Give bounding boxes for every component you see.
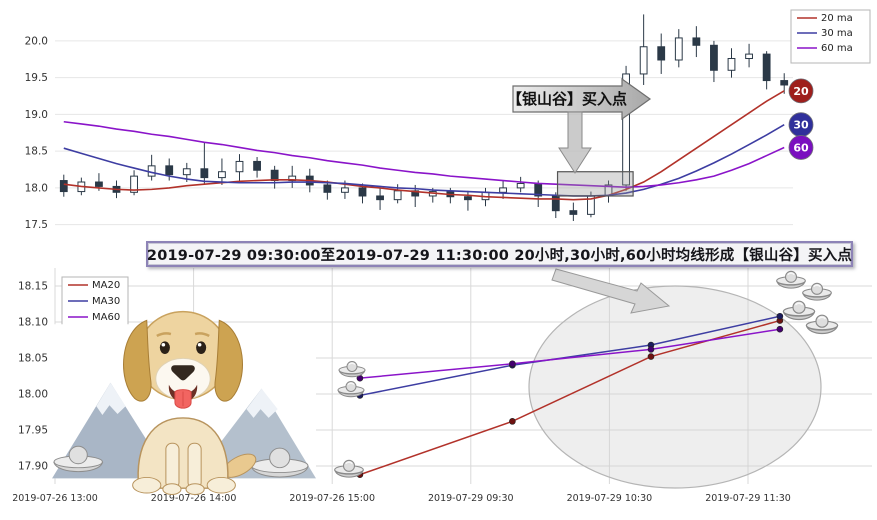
svg-text:20 ma: 20 ma [821,13,853,24]
ma-period-badges: 20 30 60 [788,78,814,160]
signal-caption-box: 2019-07-29 09:30:00至2019-07-29 11:30:00 … [146,241,853,267]
silver-ingot-icon [802,282,832,301]
top-chart-legend: 20 ma 30 ma 60 ma [790,9,871,64]
silver-ingot-icon [53,445,104,472]
svg-text:MA20: MA20 [92,280,120,291]
silver-ingot-icon [805,314,839,335]
bottom-MA30-line [359,315,781,397]
bottom-MA20-marker [647,353,655,360]
bottom-x-tick-label: 2019-07-29 11:30 [705,493,791,504]
convergence-highlight-ellipse [528,285,822,489]
top-chart-grid [55,40,793,226]
silver-ingot-icon [250,447,309,478]
bottom-y-tick-label: 17.90 [18,461,48,473]
bottom-x-tick-label: 2019-07-26 14:00 [151,493,237,504]
ma60-badge-label: 60 [793,141,809,154]
top-y-tick-label: 19.0 [25,109,48,121]
svg-text:MA30: MA30 [92,296,120,307]
buy-point-banner-label: 【银山谷】买入点 [507,90,627,108]
svg-text:MA60: MA60 [92,312,120,323]
top-20ma-line [63,90,785,201]
golden-retriever-illustration [123,310,257,495]
dog-mascot-image [48,310,316,495]
top-y-tick-label: 18.0 [25,182,48,194]
bottom-MA60-marker [776,325,784,333]
svg-text:60 ma: 60 ma [821,43,853,54]
silver-ingot-icon [782,300,816,321]
top-y-tick-label: 18.5 [25,146,48,158]
bottom-MA60-marker [647,346,655,353]
bottom-MA20-marker [509,418,516,425]
silver-ingot-icon [334,459,364,478]
top-30ma-line [63,123,785,197]
top-y-tick-label: 17.5 [25,219,48,231]
ma20-badge [788,78,814,104]
silver-ingot-icon [337,381,365,398]
bottom-MA60-marker [509,360,516,368]
ma30-badge-label: 30 [793,119,809,132]
ma20-badge-label: 20 [793,85,809,98]
bottom-y-tick-label: 18.00 [18,389,48,401]
bottom-x-tick-label: 2019-07-29 10:30 [567,493,653,504]
top-y-tick-label: 20.0 [25,35,48,47]
bottom-y-tick-label: 18.15 [18,281,48,293]
svg-text:30 ma: 30 ma [821,28,853,39]
caption-arrow [551,268,671,314]
top-y-tick-label: 19.5 [25,72,48,84]
bottom-x-tick-label: 2019-07-26 15:00 [289,493,375,504]
top-60ma-line [63,120,785,188]
bottom-MA30-marker [776,312,784,320]
bottom-y-tick-label: 18.10 [18,317,48,329]
silver-ingot-icon [338,361,366,378]
bottom-y-tick-label: 17.95 [18,425,48,437]
buy-point-banner: 【银山谷】买入点 [507,77,652,174]
banner-down-arrow [558,111,592,174]
silver-ingot-icon [776,270,806,289]
bottom-MA60-line [359,328,780,379]
ma60-badge [788,135,814,160]
signal-caption-text: 2019-07-29 09:30:00至2019-07-29 11:30:00 … [146,247,853,264]
crossover-highlight-box [556,171,634,197]
bottom-x-tick-label: 2019-07-29 09:30 [428,493,514,504]
top-candlestick-chart: 17.5 18.0 18.5 19.0 19.5 20.0 20 30 60 20 ma 30 ma… [25,9,871,231]
candlesticks [59,14,789,221]
bottom-y-tick-label: 18.05 [18,353,48,365]
bottom-line-chart: 2019-07-26 13:00 2019-07-26 14:00 2019-07-… [12,268,872,504]
bottom-x-tick-label: 2019-07-26 13:00 [12,493,98,504]
